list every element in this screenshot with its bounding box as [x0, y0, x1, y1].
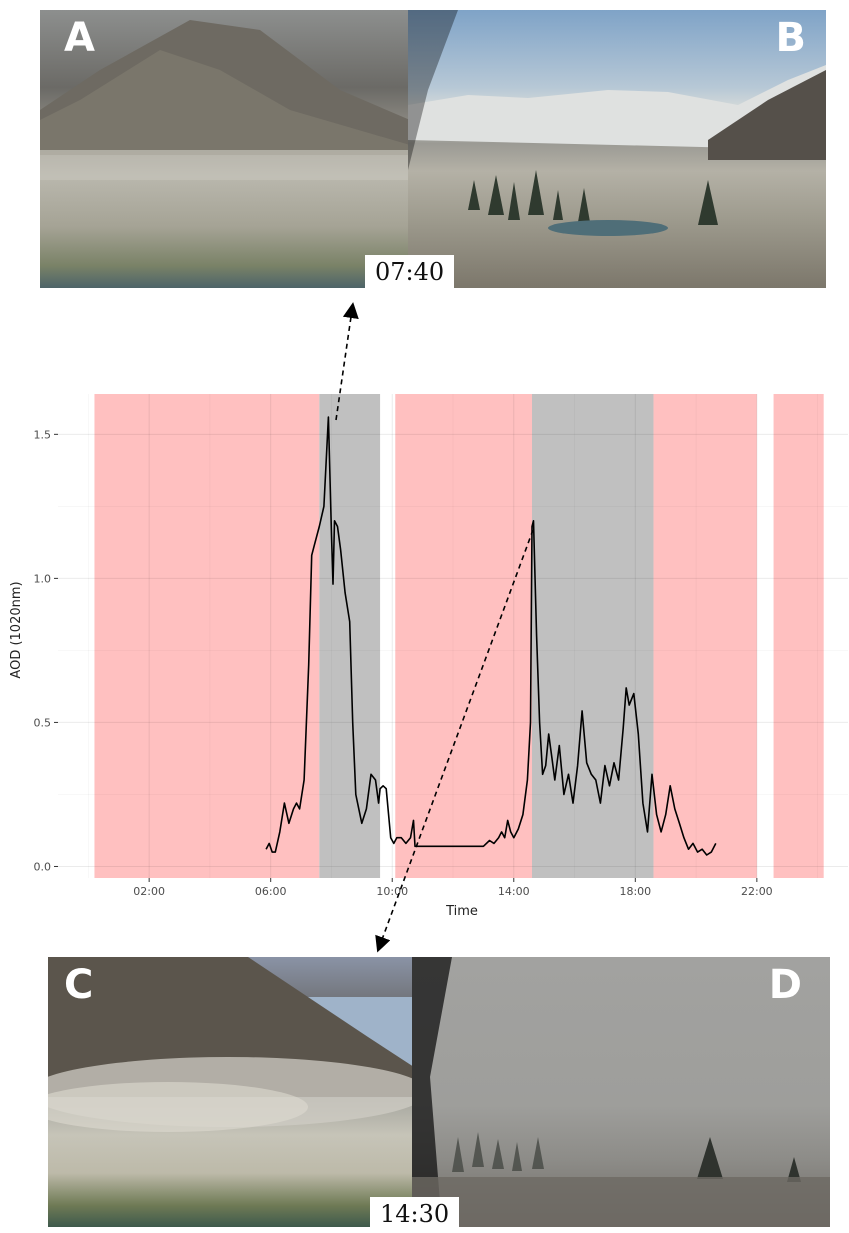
x-tick-label: 22:00	[741, 885, 773, 898]
photo-a: A	[40, 10, 410, 288]
panel-letter-d: D	[768, 962, 802, 1008]
y-tick-label: 1.5	[34, 428, 52, 441]
time-label-bottom: 14:30	[370, 1197, 460, 1231]
x-tick-label: 06:00	[255, 885, 287, 898]
photo-b: B	[408, 10, 826, 288]
y-tick-label: 1.0	[34, 572, 52, 585]
band-pink	[94, 394, 320, 878]
y-tick-label: 0.5	[34, 716, 52, 729]
time-label-top: 07:40	[365, 255, 455, 289]
band-pink	[773, 394, 824, 878]
photo-c: C	[48, 957, 414, 1227]
panel-letter-b: B	[775, 15, 807, 61]
hazy-scene-d	[412, 957, 830, 1227]
panel-letter-a: A	[64, 15, 95, 61]
band-pink	[395, 394, 532, 878]
x-tick-label: 10:00	[376, 885, 408, 898]
x-tick-label: 02:00	[133, 885, 165, 898]
aod-chart: 02:00 06:00 10:00 14:00 18:00 22:00 0.0 0.5 1.0 1…	[9, 394, 848, 919]
dusty-mountain-c	[48, 957, 414, 1132]
photo-d: D	[412, 957, 830, 1227]
landscape-shape-b	[408, 10, 826, 236]
y-axis-label: AOD (1020nm)	[9, 581, 24, 678]
x-tick-label: 14:00	[498, 885, 530, 898]
mountain-shape-a	[40, 20, 410, 180]
band-pink	[653, 394, 757, 878]
panel-letter-c: C	[64, 962, 94, 1008]
y-tick-label: 0.0	[34, 860, 52, 873]
band-gray	[532, 394, 654, 878]
x-tick-label: 18:00	[619, 885, 651, 898]
x-axis-label: Time	[445, 904, 478, 919]
